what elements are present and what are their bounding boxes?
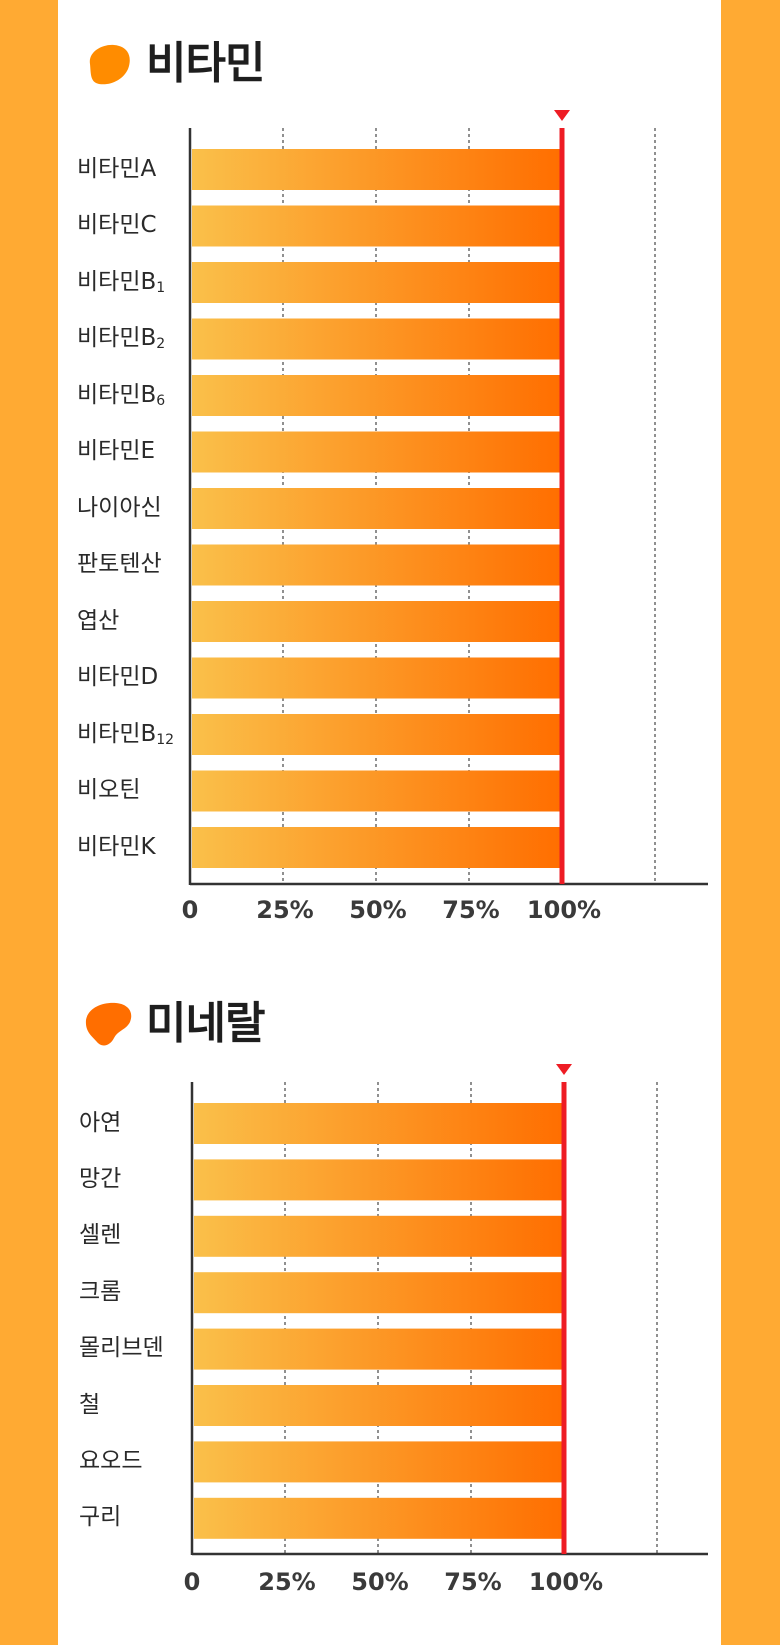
x-tick-label: 100% (529, 1568, 603, 1596)
bar (192, 544, 562, 586)
bar (194, 1215, 564, 1257)
category-label: 크롬 (79, 1278, 122, 1305)
bar (194, 1385, 564, 1426)
category-label: 철 (79, 1391, 101, 1418)
left-frame (0, 0, 58, 1645)
bar (192, 262, 562, 303)
category-label: 비타민B6 (77, 381, 166, 409)
x-tick-label: 0 (184, 1568, 201, 1596)
category-label: 구리 (79, 1504, 122, 1531)
x-tick-label: 75% (442, 896, 499, 924)
x-tick-label: 75% (444, 1568, 501, 1596)
category-label: 몰리브덴 (79, 1335, 164, 1362)
category-label: 비타민E (77, 438, 156, 464)
x-tick-label: 25% (258, 1568, 315, 1596)
category-label: 비타민B2 (77, 325, 166, 352)
mineral-chart-title: 미네랄 (146, 998, 265, 1049)
bar (192, 431, 562, 473)
blob-icon (85, 1002, 132, 1046)
category-label: 비타민B12 (77, 720, 175, 748)
bar (192, 714, 562, 755)
reference-marker-icon (554, 110, 570, 121)
bar (194, 1159, 564, 1201)
category-label: 비타민A (77, 155, 157, 182)
category-label: 엽산 (77, 607, 120, 634)
category-label: 비타민B1 (77, 268, 166, 296)
bar (192, 827, 562, 868)
bar (192, 205, 562, 247)
category-label: 셀렌 (79, 1222, 122, 1249)
x-tick-label: 25% (256, 896, 313, 924)
bar (192, 318, 562, 360)
bar (192, 770, 562, 812)
x-tick-label: 0 (182, 896, 199, 924)
bar (194, 1103, 564, 1144)
blob-icon (89, 44, 130, 85)
reference-marker-icon (556, 1064, 572, 1075)
vitamin-bar-chart: 0 25% 50% 75% 100% (182, 110, 708, 924)
bar (194, 1272, 564, 1314)
bar (192, 488, 562, 529)
category-label: 비타민C (77, 212, 157, 238)
category-label: 망간 (79, 1165, 122, 1192)
bar (192, 601, 562, 642)
right-frame (721, 0, 780, 1645)
bar (194, 1497, 564, 1539)
bar (194, 1328, 564, 1370)
x-tick-label: 100% (527, 896, 601, 924)
vitamin-chart-title: 비타민 (146, 38, 265, 89)
x-tick-label: 50% (349, 896, 406, 924)
x-tick-label: 50% (351, 1568, 408, 1596)
category-label: 비오틴 (77, 777, 141, 803)
bar (192, 375, 562, 416)
category-label: 요오드 (79, 1447, 143, 1474)
bar (192, 149, 562, 190)
category-label: 판토텐산 (77, 551, 162, 577)
bar (192, 657, 562, 699)
category-label: 비타민K (77, 833, 156, 860)
bar (194, 1441, 564, 1483)
category-label: 나이아신 (77, 494, 162, 521)
category-label: 비타민D (77, 664, 159, 690)
category-label: 아연 (79, 1109, 122, 1136)
